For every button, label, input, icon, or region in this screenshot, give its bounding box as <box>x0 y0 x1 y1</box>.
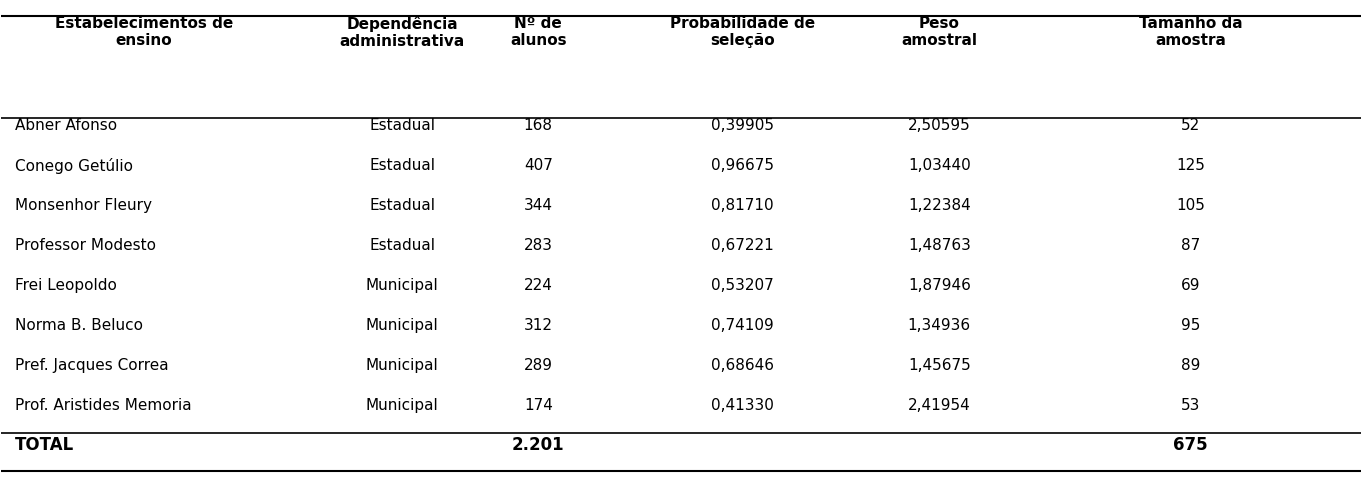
Text: 1,87946: 1,87946 <box>908 278 971 293</box>
Text: TOTAL: TOTAL <box>15 436 75 454</box>
Text: Estadual: Estadual <box>369 118 436 133</box>
Text: Tamanho da
amostra: Tamanho da amostra <box>1139 16 1242 49</box>
Text: Municipal: Municipal <box>366 278 439 293</box>
Text: 87: 87 <box>1181 238 1200 253</box>
Text: Frei Leopoldo: Frei Leopoldo <box>15 278 117 293</box>
Text: 52: 52 <box>1181 118 1200 133</box>
Text: Peso
amostral: Peso amostral <box>902 16 978 49</box>
Text: 344: 344 <box>524 198 553 213</box>
Text: 125: 125 <box>1177 158 1205 173</box>
Text: 0,81710: 0,81710 <box>711 198 774 213</box>
Text: 2,50595: 2,50595 <box>908 118 971 133</box>
Text: Probabilidade de
seleção: Probabilidade de seleção <box>670 16 814 49</box>
Text: 105: 105 <box>1177 198 1205 213</box>
Text: Nº de
alunos: Nº de alunos <box>509 16 567 49</box>
Text: Estabelecimentos de
ensino: Estabelecimentos de ensino <box>54 16 233 49</box>
Text: Municipal: Municipal <box>366 318 439 333</box>
Text: 289: 289 <box>524 358 553 373</box>
Text: 312: 312 <box>524 318 553 333</box>
Text: 168: 168 <box>524 118 553 133</box>
Text: 0,68646: 0,68646 <box>711 358 774 373</box>
Text: Municipal: Municipal <box>366 398 439 413</box>
Text: Dependência
administrativa: Dependência administrativa <box>339 16 464 49</box>
Text: 407: 407 <box>524 158 553 173</box>
Text: Estadual: Estadual <box>369 158 436 173</box>
Text: 2.201: 2.201 <box>512 436 565 454</box>
Text: Pref. Jacques Correa: Pref. Jacques Correa <box>15 358 169 373</box>
Text: 0,41330: 0,41330 <box>711 398 774 413</box>
Text: Monsenhor Fleury: Monsenhor Fleury <box>15 198 153 213</box>
Text: Professor Modesto: Professor Modesto <box>15 238 157 253</box>
Text: Conego Getúlio: Conego Getúlio <box>15 158 133 174</box>
Text: 1,48763: 1,48763 <box>908 238 971 253</box>
Text: Prof. Aristides Memoria: Prof. Aristides Memoria <box>15 398 192 413</box>
Text: 0,67221: 0,67221 <box>711 238 774 253</box>
Text: 1,03440: 1,03440 <box>908 158 971 173</box>
Text: Municipal: Municipal <box>366 358 439 373</box>
Text: 1,22384: 1,22384 <box>908 198 971 213</box>
Text: 0,74109: 0,74109 <box>711 318 774 333</box>
Text: 89: 89 <box>1181 358 1200 373</box>
Text: 0,39905: 0,39905 <box>711 118 774 133</box>
Text: 224: 224 <box>524 278 553 293</box>
Text: 283: 283 <box>524 238 553 253</box>
Text: 69: 69 <box>1181 278 1200 293</box>
Text: 95: 95 <box>1181 318 1200 333</box>
Text: Estadual: Estadual <box>369 238 436 253</box>
Text: 53: 53 <box>1181 398 1200 413</box>
Text: Norma B. Beluco: Norma B. Beluco <box>15 318 143 333</box>
Text: 174: 174 <box>524 398 553 413</box>
Text: Abner Afonso: Abner Afonso <box>15 118 117 133</box>
Text: 0,96675: 0,96675 <box>711 158 774 173</box>
Text: Estadual: Estadual <box>369 198 436 213</box>
Text: 675: 675 <box>1174 436 1208 454</box>
Text: 1,34936: 1,34936 <box>907 318 971 333</box>
Text: 1,45675: 1,45675 <box>908 358 971 373</box>
Text: 0,53207: 0,53207 <box>711 278 774 293</box>
Text: 2,41954: 2,41954 <box>908 398 971 413</box>
